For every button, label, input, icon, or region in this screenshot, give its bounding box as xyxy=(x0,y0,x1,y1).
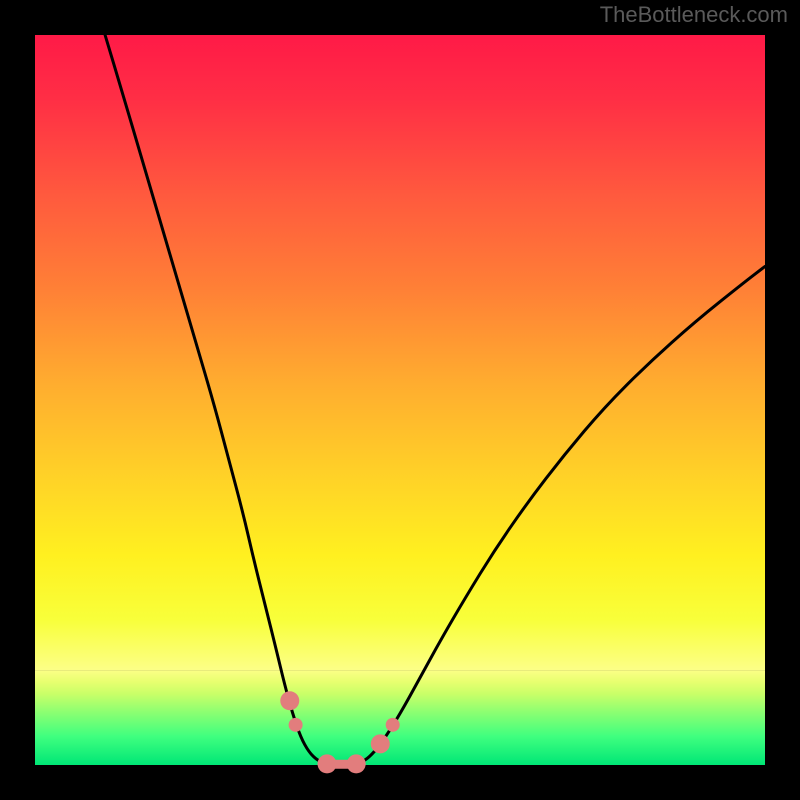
bottleneck-chart-svg xyxy=(0,0,800,800)
marker-right-2 xyxy=(386,718,400,732)
plot-background-top xyxy=(35,35,765,670)
marker-left-1 xyxy=(289,718,303,732)
marker-left-0 xyxy=(280,691,299,710)
plot-background-bottom xyxy=(35,670,765,765)
marker-right-0 xyxy=(347,754,366,773)
marker-left-2 xyxy=(318,754,337,773)
attribution-text: TheBottleneck.com xyxy=(600,2,788,28)
figure-container: TheBottleneck.com xyxy=(0,0,800,800)
marker-right-1 xyxy=(371,734,390,753)
